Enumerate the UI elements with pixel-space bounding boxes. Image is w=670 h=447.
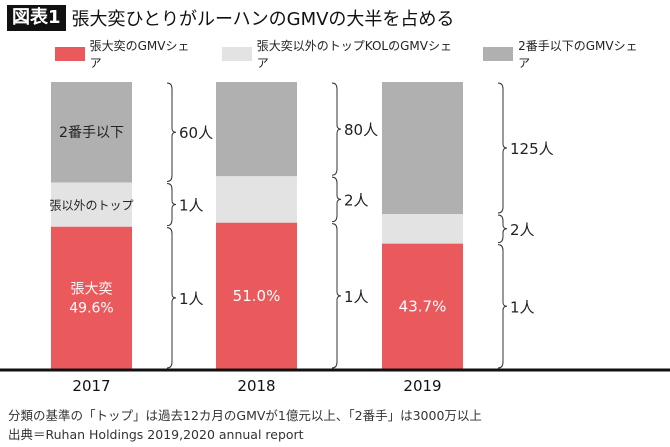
legend-label: 張大奕以外のトップKOLのGMVシェア	[256, 39, 452, 70]
count-label: 1人	[344, 288, 369, 306]
brace	[497, 214, 508, 244]
legend-swatch	[222, 47, 252, 61]
x-tick-label: 2019	[403, 377, 441, 395]
brace	[331, 223, 342, 369]
legend-item-other-kol: 張大奕以外のトップKOLのGMVシェア	[222, 37, 461, 71]
bar-segment	[216, 176, 297, 223]
legend-label: 張大奕のGMVシェア	[89, 39, 190, 70]
data-label: 2番手以下	[59, 125, 124, 141]
data-label: 43.7%	[399, 297, 447, 315]
legend-item-second: 2番手以下のGMVシェア	[483, 37, 648, 71]
count-label: 2人	[510, 221, 535, 239]
bar-segment	[51, 182, 132, 227]
brace	[166, 227, 177, 369]
bar-segment	[51, 226, 132, 369]
brace	[166, 82, 177, 182]
brace	[497, 244, 508, 369]
count-label: 60人	[179, 124, 213, 142]
brace	[331, 82, 342, 176]
footnote: 分類の基準の「トップ」は過去12カ月のGMVが1億元以上、「2番手」は3000万…	[8, 408, 482, 423]
x-tick-label: 2017	[72, 377, 110, 395]
legend-swatch	[55, 47, 85, 61]
bar-segment	[382, 82, 463, 215]
legend-label: 2番手以下のGMVシェア	[518, 39, 638, 70]
title-text: 張大奕ひとりがルーハンのGMVの大半を占める	[71, 9, 455, 30]
bar-segment	[216, 222, 297, 369]
data-label: 51.0%	[233, 287, 281, 305]
data-label: 張以外のトップ	[49, 199, 133, 213]
count-label: 125人	[510, 140, 554, 158]
count-label: 1人	[179, 290, 204, 308]
count-label: 1人	[179, 197, 204, 215]
legend-item-zhang: 張大奕のGMVシェア	[55, 37, 200, 71]
brace	[166, 182, 177, 227]
legend-swatch	[483, 47, 514, 61]
source: 出典＝Ruhan Holdings 2019,2020 annual repor…	[8, 427, 304, 442]
data-label: 張大奕	[71, 281, 113, 297]
brace	[331, 176, 342, 223]
x-tick-label: 2018	[237, 377, 275, 395]
data-label: 49.6%	[69, 300, 113, 316]
bar-segment	[51, 82, 132, 183]
figure-tag: 図表1	[7, 5, 66, 31]
bar-segment	[382, 243, 463, 369]
chart-title: 図表1 張大奕ひとりがルーハンのGMVの大半を占める	[7, 5, 454, 31]
count-label: 80人	[344, 121, 378, 139]
brace	[497, 82, 508, 214]
count-label: 2人	[344, 191, 369, 209]
count-label: 1人	[510, 298, 535, 316]
bar-segment	[382, 214, 463, 244]
legend: 張大奕のGMVシェア 張大奕以外のトップKOLのGMVシェア 2番手以下のGMV…	[55, 37, 670, 71]
bar-segment	[216, 82, 297, 177]
